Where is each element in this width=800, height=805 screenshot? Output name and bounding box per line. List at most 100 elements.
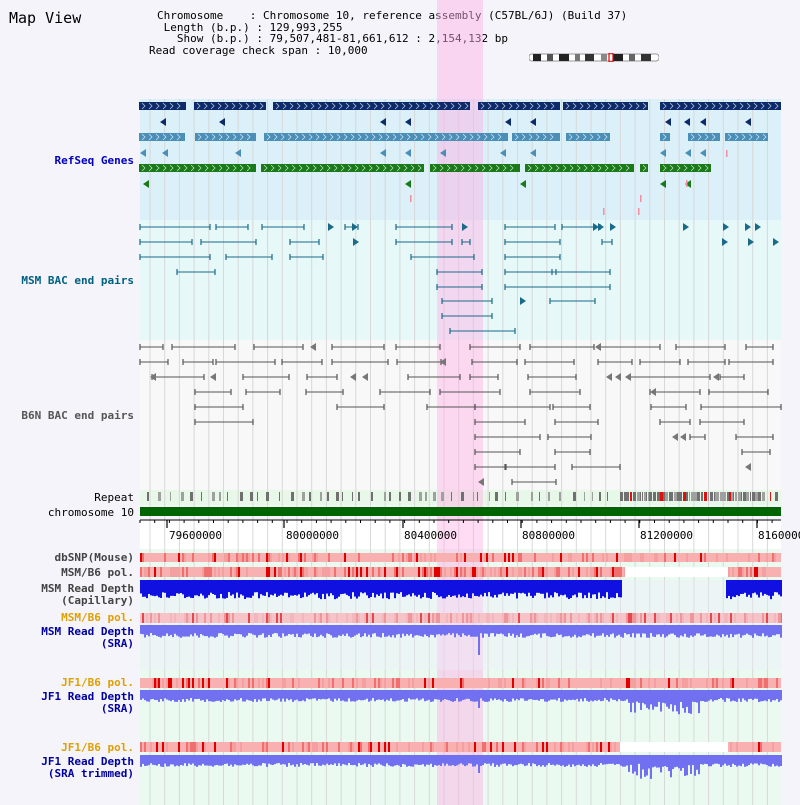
polymorphism-mark [714, 678, 716, 688]
depth-bar [260, 580, 262, 595]
axis-tick-label: 80800000 [522, 529, 575, 542]
depth-bar [152, 690, 154, 699]
depth-bar [532, 625, 534, 635]
depth-bar [280, 690, 282, 702]
polymorphism-mark [778, 613, 780, 623]
depth-bar [726, 690, 728, 699]
depth-bar [570, 755, 572, 767]
depth-bar [438, 580, 440, 598]
depth-bar [590, 690, 592, 701]
polymorphism-mark [486, 613, 488, 623]
depth-bar [548, 625, 550, 637]
depth-bar [680, 755, 682, 771]
depth-bar [770, 580, 772, 600]
chromosome-ideogram[interactable] [529, 53, 659, 62]
depth-bar [614, 690, 616, 700]
depth-bar [302, 755, 304, 765]
polymorphism-mark [380, 678, 382, 688]
polymorphism-mark [168, 678, 170, 688]
depth-bar [184, 625, 186, 637]
depth-bar [162, 755, 164, 767]
depth-bar [242, 580, 244, 596]
polymorphism-mark [202, 678, 204, 688]
gene-strand-arrow [218, 164, 223, 172]
repeat-element [657, 492, 660, 501]
depth-bar [486, 625, 488, 634]
polymorphism-mark [204, 567, 206, 577]
msm-bac-label[interactable]: MSM BAC end pairs [21, 274, 134, 287]
depth-bar [244, 690, 246, 702]
depth-bar [362, 690, 364, 701]
depth-bar [192, 755, 194, 764]
depth-bar [574, 580, 576, 595]
polymorphism-mark [460, 678, 462, 688]
depth-bar [762, 580, 764, 596]
polymorphism-mark [312, 553, 314, 562]
repeat-element [352, 492, 353, 501]
depth-bar [540, 690, 542, 700]
gene-strand-arrow [614, 102, 619, 110]
polymorphism-mark [368, 742, 370, 752]
polymorphism-mark [178, 742, 180, 752]
msm-bac-marker [722, 238, 728, 246]
polymorphism-mark [554, 567, 556, 577]
depth-bar [232, 625, 234, 637]
refseq-genes-label[interactable]: RefSeq Genes [54, 154, 134, 167]
polymorphism-mark [478, 613, 480, 623]
polymorphism-mark [218, 567, 220, 577]
gene-strand-arrow [662, 133, 667, 141]
depth-bar [330, 690, 332, 701]
depth-bar [222, 580, 224, 599]
depth-bar [742, 580, 744, 594]
depth-bar [524, 690, 526, 701]
depth-bar [744, 690, 746, 701]
depth-bar [512, 625, 514, 634]
polymorphism-mark [690, 613, 692, 623]
repeat-element [750, 492, 751, 501]
gene-strand-arrow [481, 164, 486, 172]
depth-bar [366, 580, 368, 596]
depth-bar [272, 690, 274, 700]
depth-bar [420, 580, 422, 599]
gene-strand-arrow [169, 102, 174, 110]
polymorphism-mark [188, 613, 190, 623]
polymorphism-mark [424, 553, 426, 562]
depth-bar [732, 580, 734, 597]
polymorphism-mark [462, 678, 464, 688]
depth-bar [396, 580, 398, 594]
depth-bar [746, 580, 748, 597]
polymorphism-mark [268, 613, 270, 623]
depth-bar [364, 580, 366, 593]
axis-tick-label: 80000000 [286, 529, 339, 542]
polymorphism-mark [548, 678, 550, 688]
depth-bar [714, 625, 716, 637]
b6n-bac-label[interactable]: B6N BAC end pairs [21, 409, 134, 422]
depth-bar [312, 690, 314, 699]
polymorphism-mark [692, 613, 694, 623]
depth-bar [454, 580, 456, 596]
polymorphism-mark [248, 613, 250, 623]
gene-strand-arrow [354, 164, 359, 172]
depth-bar [724, 755, 726, 764]
polymorphism-mark [186, 742, 188, 752]
depth-bar [278, 625, 280, 637]
polymorphism-mark [184, 613, 186, 623]
depth-bar [340, 580, 342, 595]
polymorphism-mark [214, 567, 216, 577]
polymorphism-mark [588, 742, 590, 752]
polymorphism-mark [228, 613, 230, 623]
depth-bar [576, 580, 578, 598]
depth-bar [300, 690, 302, 702]
gene-strand-arrow [436, 102, 441, 110]
depth-bar [538, 690, 540, 701]
depth-bar [432, 755, 434, 767]
depth-bar [778, 625, 780, 635]
polymorphism-mark [734, 613, 736, 623]
polymorphism-mark [502, 567, 504, 577]
repeat-element [633, 492, 635, 501]
polymorphism-mark [416, 613, 418, 623]
depth-bar [456, 580, 458, 598]
gene-strand-arrow [162, 133, 167, 141]
repeat-element [451, 492, 452, 501]
